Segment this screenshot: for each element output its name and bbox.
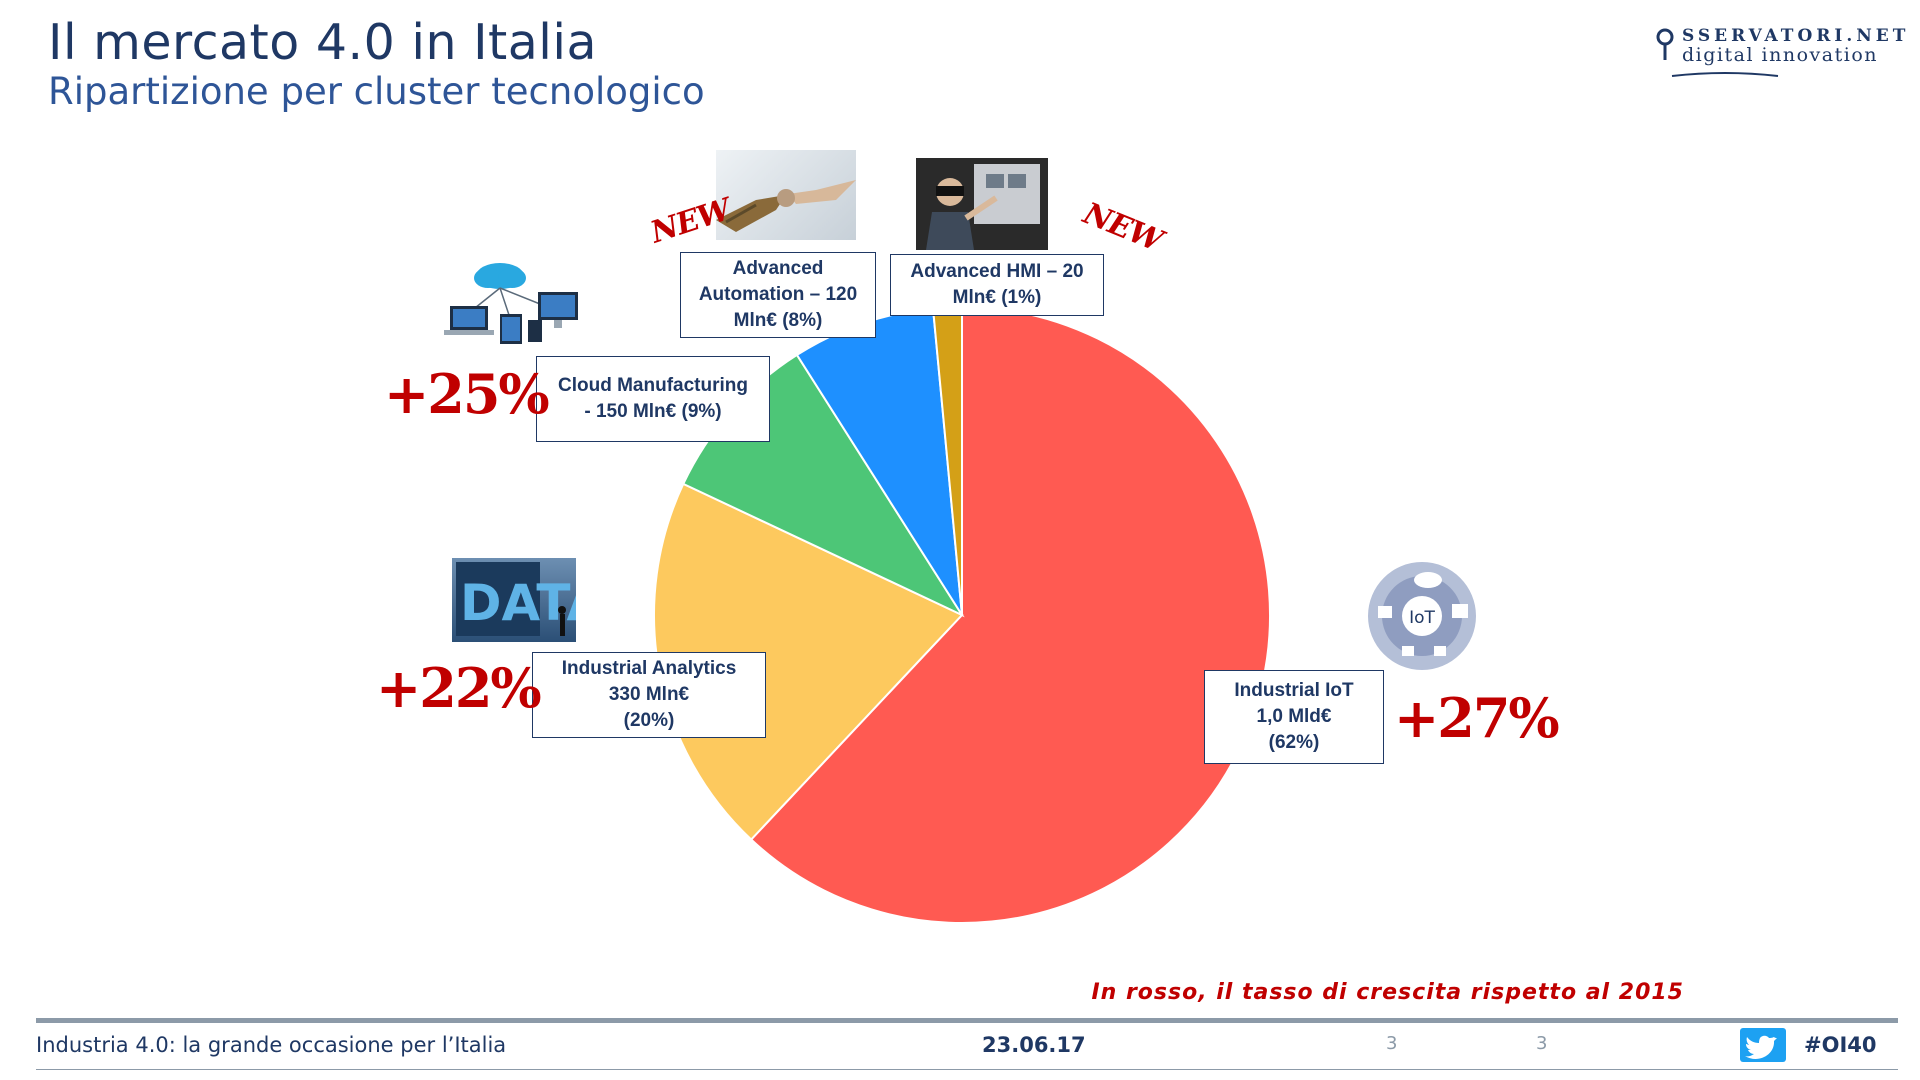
twitter-icon[interactable] <box>1740 1028 1786 1062</box>
iot-icon: IoT <box>1362 560 1482 670</box>
logo-line2: digital innovation <box>1682 44 1878 66</box>
vr-user-image <box>916 158 1048 250</box>
page-title: Il mercato 4.0 in Italia <box>48 14 598 71</box>
cloud-devices-icon <box>440 256 590 350</box>
data-image-text: DATA <box>460 574 576 632</box>
label-cloud: Cloud Manufacturing - 150 Mln€ (9%) <box>536 356 770 442</box>
label-iot: Industrial IoT 1,0 Mld€ (62%) <box>1204 670 1384 764</box>
footer-divider <box>36 1018 1898 1023</box>
logo-swoosh <box>1671 72 1779 77</box>
data-image: DATA <box>452 558 576 642</box>
label-hmi: Advanced HMI – 20 Mln€ (1%) <box>890 254 1104 316</box>
growth-cloud: +25% <box>384 362 550 426</box>
logo-line1: SSERVATORI.NET <box>1682 26 1910 46</box>
robot-handshake-image <box>716 150 856 240</box>
footer-date: 23.06.17 <box>982 1033 1086 1057</box>
footnote: In rosso, il tasso di crescita rispetto … <box>1091 980 1684 1005</box>
page-number-1: 3 <box>1386 1033 1398 1054</box>
growth-analytics: +22% <box>376 656 542 720</box>
footer-text: Industria 4.0: la grande occasione per l… <box>36 1033 507 1057</box>
label-analytics: Industrial Analytics 330 Mln€ (20%) <box>532 652 766 738</box>
footer-bottom-divider <box>36 1069 1898 1070</box>
label-automation: Advanced Automation – 120 Mln€ (8%) <box>680 252 876 338</box>
growth-iot: +27% <box>1394 686 1560 750</box>
page-subtitle: Ripartizione per cluster tecnologico <box>48 70 705 113</box>
iot-icon-text: IoT <box>1409 608 1435 628</box>
page-number-2: 3 <box>1536 1033 1548 1054</box>
hashtag: #OI40 <box>1804 1033 1877 1057</box>
pin-icon <box>1656 28 1674 60</box>
osservatori-logo: SSERVATORI.NET digital innovation <box>1656 26 1905 82</box>
